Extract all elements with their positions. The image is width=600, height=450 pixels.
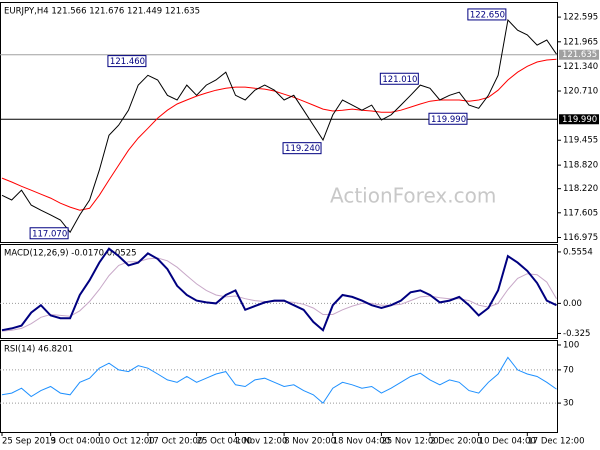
y-tick-label: 121.340 [563,62,598,72]
x-tick-label: 1 Nov 12:00 [235,437,287,447]
x-tick-label: 10 Dec 04:00 [479,437,536,447]
pane-title: RSI(14) 46.8201 [4,345,73,355]
series-line [1,247,557,332]
price-label-box [559,114,599,125]
y-tick-label: 0.00 [563,299,582,309]
x-tick-label: 25 Oct 04:00 [197,437,252,447]
annotation-box [379,72,419,85]
y-tick-label: 121.965 [563,37,598,47]
y-tick-label: 118.820 [563,161,598,171]
annotation-label: 121.460 [110,57,145,67]
y-tick-label: 116.975 [563,233,598,243]
annotation-label: 117.070 [32,229,67,239]
y-tick-label: 30 [563,399,574,409]
y-tick-label: -0.325 [563,329,590,339]
y-tick-label: 119.455 [563,136,598,146]
watermark: ActionForex.com [330,184,496,208]
y-tick-label: 100 [563,340,579,350]
series-line [1,356,557,404]
x-tick-label: 18 Nov 04:00 [333,437,390,447]
annotation-box [428,112,468,125]
y-tick-label: 120.710 [563,87,598,97]
series-line [1,58,557,211]
x-tick-label: 17 Dec 12:00 [527,437,584,447]
price-label: 119.990 [562,115,597,125]
y-tick-label: 117.605 [563,208,598,218]
pane-frame [0,244,558,339]
annotation-box [107,55,147,68]
y-tick-label: 118.220 [563,184,598,194]
x-tick-label: 8 Nov 20:00 [284,437,336,447]
annotation-label: 122.650 [470,10,505,20]
price-label: 121.635 [562,50,597,60]
pane-title: MACD(12,26,9) -0.0170 0.0525 [4,249,137,259]
annotation-box [282,142,322,155]
pane-frame [0,340,558,433]
pane-title: EURJPY,H4 121.566 121.676 121.449 121.63… [4,7,200,17]
x-tick-label: 2 Dec 20:00 [430,437,482,447]
x-tick-label: 25 Nov 12:00 [381,437,438,447]
pane-frame [0,2,558,243]
annotation-label: 121.010 [382,75,417,85]
price-label-box [559,49,599,60]
x-tick-label: 25 Sep 2019 [2,437,56,447]
y-tick-label: 122.595 [563,13,598,23]
y-tick-label: 0.5554 [563,247,593,257]
x-tick-label: 10 Oct 12:00 [99,437,154,447]
x-tick-label: 17 Oct 20:00 [148,437,203,447]
series-line [1,257,557,332]
annotation-label: 119.240 [285,144,320,154]
series-line [1,18,557,234]
y-tick-label: 70 [563,365,574,375]
annotation-label: 119.990 [431,115,466,125]
x-tick-label: 3 Oct 04:00 [51,437,101,447]
annotation-box [29,227,69,240]
annotation-box [467,8,507,21]
